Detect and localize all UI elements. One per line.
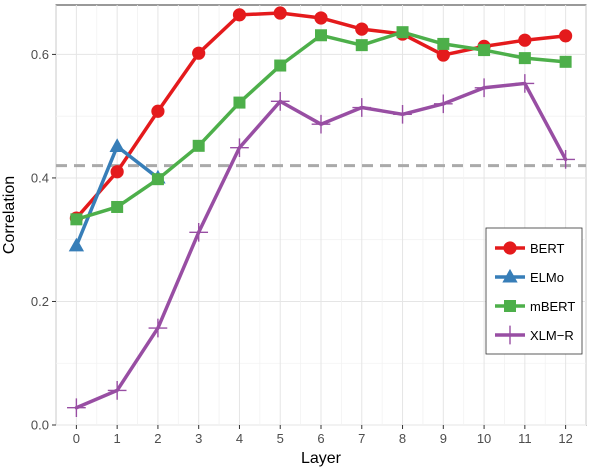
legend-label: BERT bbox=[530, 241, 564, 256]
data-point bbox=[518, 33, 532, 47]
data-point bbox=[478, 44, 491, 57]
data-point bbox=[311, 114, 331, 134]
legend-item: ELMo bbox=[495, 268, 564, 285]
data-point bbox=[396, 26, 409, 39]
y-tick-label: 0.0 bbox=[31, 418, 49, 433]
data-point bbox=[518, 52, 531, 65]
data-point bbox=[315, 29, 327, 42]
data-point bbox=[192, 139, 205, 152]
data-point bbox=[314, 11, 328, 25]
data-point bbox=[109, 138, 125, 152]
series-xlm-r bbox=[67, 74, 575, 418]
x-tick-label: 11 bbox=[518, 431, 532, 446]
legend-item: XLM−R bbox=[495, 325, 574, 345]
data-point bbox=[232, 8, 247, 22]
data-point bbox=[189, 222, 209, 242]
data-point bbox=[393, 104, 412, 124]
data-point bbox=[110, 165, 124, 179]
x-tick-label: 7 bbox=[358, 431, 365, 446]
data-point bbox=[515, 74, 535, 93]
data-point bbox=[274, 59, 287, 72]
axes: 0.00.20.40.60 1 2 3 4 5 6 7 8 9 10 11 12 bbox=[31, 47, 573, 446]
data-point bbox=[474, 78, 494, 98]
data-point bbox=[148, 318, 168, 338]
legend-label: mBERT bbox=[530, 299, 575, 314]
x-tick-label: 8 bbox=[399, 431, 406, 446]
x-tick-label: 4 bbox=[236, 431, 243, 446]
legend-item: BERT bbox=[495, 241, 564, 256]
y-tick-label: 0.6 bbox=[31, 47, 49, 62]
data-point bbox=[559, 29, 573, 43]
x-tick-label: 9 bbox=[440, 431, 447, 446]
data-point bbox=[107, 381, 127, 400]
x-axis-title: Layer bbox=[301, 450, 342, 467]
data-point bbox=[559, 55, 572, 68]
x-tick-label: 12 bbox=[558, 431, 572, 446]
y-tick-label: 0.2 bbox=[31, 294, 49, 309]
data-point bbox=[436, 48, 450, 62]
data-point bbox=[273, 6, 287, 20]
data-point bbox=[355, 22, 369, 36]
series-group bbox=[67, 6, 575, 418]
data-point bbox=[151, 173, 164, 186]
x-tick-label: 6 bbox=[317, 431, 324, 446]
legend-key-marker bbox=[500, 325, 520, 345]
data-point bbox=[68, 237, 85, 252]
data-point bbox=[352, 98, 372, 117]
x-tick-label: 1 bbox=[114, 431, 121, 446]
x-tick-label: 0 bbox=[73, 431, 80, 446]
legend-key-marker bbox=[503, 241, 517, 255]
x-tick-label: 3 bbox=[195, 431, 202, 446]
legend-key-marker bbox=[502, 268, 518, 283]
x-tick-label: 2 bbox=[154, 431, 161, 446]
data-point bbox=[151, 104, 165, 118]
data-point bbox=[230, 138, 249, 158]
legend-label: XLM−R bbox=[530, 328, 574, 343]
legend-label: ELMo bbox=[530, 270, 564, 285]
series-mbert bbox=[70, 26, 572, 226]
data-point bbox=[556, 150, 575, 169]
data-point bbox=[70, 213, 83, 226]
x-tick-label: 5 bbox=[277, 431, 284, 446]
data-point bbox=[270, 92, 290, 111]
data-point bbox=[192, 46, 206, 60]
x-tick-label: 10 bbox=[477, 431, 491, 446]
data-point bbox=[233, 96, 246, 109]
data-point bbox=[437, 37, 450, 50]
legend-item: mBERT bbox=[495, 299, 575, 314]
y-tick-label: 0.4 bbox=[31, 170, 49, 185]
y-axis-title: Correlation bbox=[1, 176, 18, 254]
data-point bbox=[433, 94, 453, 114]
data-point bbox=[67, 398, 86, 418]
data-point bbox=[355, 39, 368, 52]
legend-key-marker bbox=[504, 300, 516, 312]
data-point bbox=[111, 200, 124, 213]
legend: BERT ELMo mBERT XLM−R bbox=[485, 227, 583, 355]
